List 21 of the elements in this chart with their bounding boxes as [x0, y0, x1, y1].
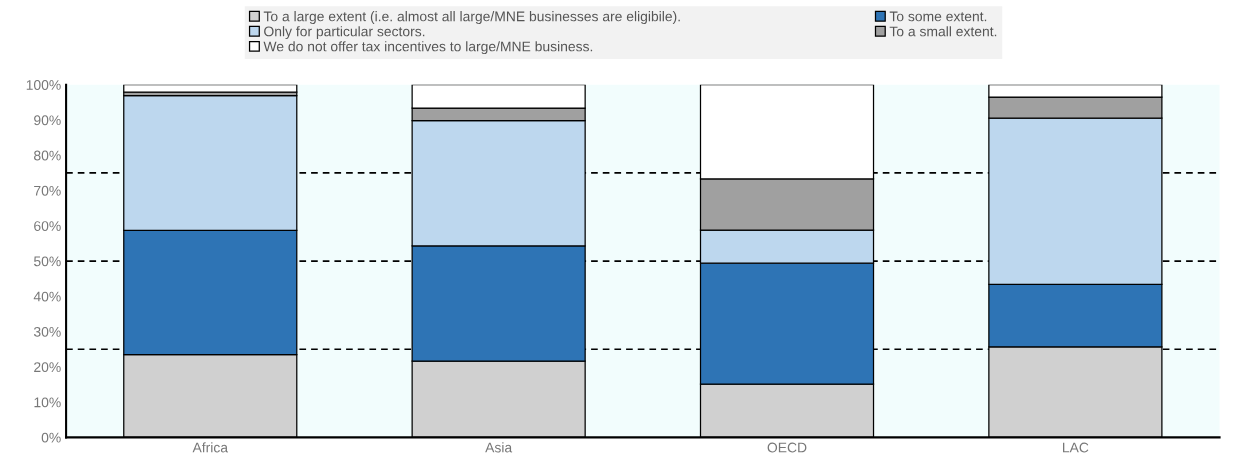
legend-label: To some extent. [889, 11, 987, 22]
legend-label: To a large extent (i.e. almost all large/MNE businesses are eligibile). [263, 11, 680, 25]
legend-label: Only for particular sectors. [264, 26, 425, 40]
y-tick-label: 90% [34, 115, 61, 126]
y-tick-label: 20% [34, 362, 61, 373]
y-tick-label: 50% [33, 256, 61, 267]
legend-label: To a small extent. [889, 26, 997, 37]
y-tick-label: 80% [34, 150, 61, 161]
bar [123, 84, 298, 93]
y-tick-label: 70% [34, 185, 61, 196]
y-tick-label: 40% [33, 291, 61, 302]
legend-label: We do not offer tax incentives to large/MNE business. [263, 41, 593, 55]
x-tick-label: OECD [767, 442, 807, 453]
x-tick-label: Asia [485, 442, 513, 453]
y-tick-label: 10% [34, 397, 61, 408]
y-tick-label: 60% [34, 221, 61, 231]
y-tick-label: 100% [26, 80, 61, 90]
y-tick-label: 30% [33, 326, 61, 337]
x-tick-label: Africa [192, 442, 229, 453]
x-tick-label: LAC [1063, 442, 1089, 453]
y-tick-label: 0% [41, 432, 61, 443]
